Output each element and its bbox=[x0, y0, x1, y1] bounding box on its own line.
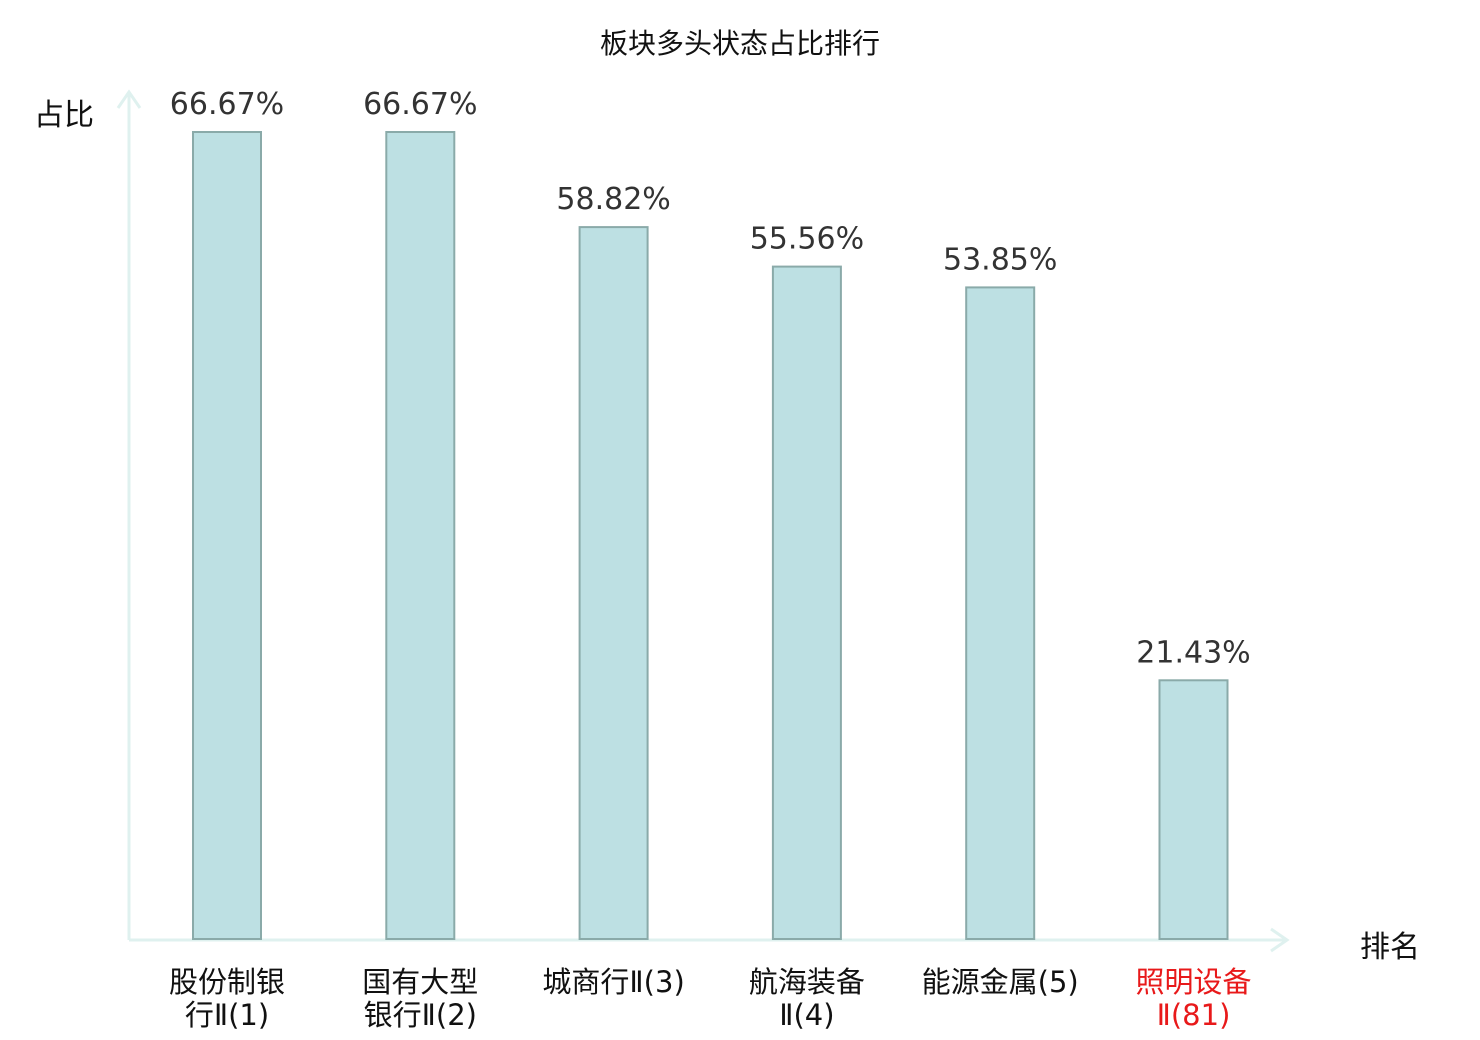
category-label-line1: 城商行Ⅱ(3) bbox=[542, 965, 685, 999]
category-label: 城商行Ⅱ(3) bbox=[519, 966, 709, 999]
category-label-line2: Ⅱ(81) bbox=[1156, 998, 1231, 1032]
x-axis-arrow-icon bbox=[1270, 927, 1290, 953]
bar-value-label: 21.43% bbox=[1136, 635, 1250, 670]
category-label-line1: 股份制银 bbox=[168, 965, 285, 999]
bar-value-label: 55.56% bbox=[750, 222, 864, 257]
category-label-line2: Ⅱ(4) bbox=[779, 998, 835, 1032]
category-label-line2: 行Ⅱ(1) bbox=[184, 998, 270, 1032]
y-axis-arrow-icon bbox=[116, 89, 142, 109]
bar-value-label: 66.67% bbox=[170, 87, 284, 122]
category-label-line1: 国有大型 bbox=[362, 965, 479, 999]
category-label: 照明设备 Ⅱ(81) bbox=[1099, 966, 1289, 1032]
bar bbox=[385, 131, 456, 940]
bar bbox=[578, 226, 649, 941]
bar bbox=[771, 265, 842, 941]
category-label: 航海装备 Ⅱ(4) bbox=[712, 966, 902, 1032]
bar-value-label: 53.85% bbox=[943, 242, 1057, 277]
bar bbox=[965, 286, 1036, 940]
category-label-line1: 航海装备 bbox=[748, 965, 865, 999]
x-axis-label: 排名 bbox=[1360, 930, 1420, 965]
category-label: 能源金属(5) bbox=[905, 966, 1095, 999]
y-axis-label: 占比 bbox=[34, 98, 94, 133]
bar bbox=[1158, 679, 1229, 940]
bar-value-label: 66.67% bbox=[363, 87, 477, 122]
category-label: 股份制银 行Ⅱ(1) bbox=[132, 966, 322, 1032]
bar bbox=[192, 131, 262, 940]
chart-title: 板块多头状态占比排行 bbox=[599, 27, 880, 60]
category-label-line1: 照明设备 bbox=[1135, 965, 1252, 999]
category-label-line1: 能源金属(5) bbox=[921, 965, 1079, 999]
category-label-line2: 银行Ⅱ(2) bbox=[363, 998, 477, 1032]
category-label: 国有大型 银行Ⅱ(2) bbox=[325, 966, 515, 1032]
bar-value-label: 58.82% bbox=[556, 182, 670, 217]
